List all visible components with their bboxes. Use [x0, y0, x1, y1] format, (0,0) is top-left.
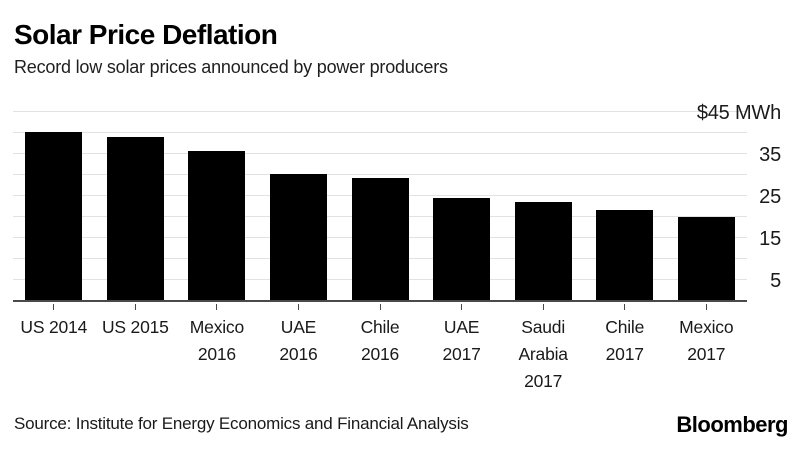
bar — [269, 174, 327, 300]
tick-slot — [258, 304, 340, 310]
bar-slot — [502, 113, 584, 300]
x-axis-label: US 2015 — [101, 317, 169, 337]
gridline — [13, 111, 747, 112]
bar — [433, 198, 491, 300]
x-axis-label: UAE 2017 — [442, 317, 481, 364]
x-axis-label: Chile 2016 — [360, 317, 400, 364]
bloomberg-logo: Bloomberg — [676, 412, 788, 437]
axis-tick — [379, 304, 381, 310]
x-axis-labels: US 2014 US 2015 Mexico 2016 UAE 2016 Chile 2… — [13, 314, 747, 395]
tick-slot — [13, 304, 95, 310]
axis-tick — [53, 304, 55, 310]
x-axis-label: UAE 2016 — [279, 317, 318, 364]
tick-slot — [584, 304, 666, 310]
gridline — [13, 132, 747, 133]
gridline — [13, 174, 747, 175]
bar-slot — [666, 113, 748, 300]
x-axis-ticks — [13, 304, 747, 310]
axis-tick — [134, 304, 136, 310]
y-axis-label: 5 — [770, 270, 781, 292]
y-axis-label: 15 — [759, 228, 781, 250]
bar-slot — [584, 113, 666, 300]
x-axis-label: Saudi Arabia 2017 — [518, 317, 568, 391]
chart-title: Solar Price Deflation — [14, 19, 278, 50]
axis-tick — [624, 304, 626, 310]
bar — [677, 217, 735, 300]
bar — [25, 132, 83, 300]
y-axis-label: 25 — [759, 186, 781, 208]
bar-slot — [421, 113, 503, 300]
bar-slot — [339, 113, 421, 300]
bar — [188, 151, 246, 300]
bar-slot — [176, 113, 258, 300]
x-axis-label: US 2014 — [20, 317, 88, 337]
axis-tick — [461, 304, 463, 310]
bars-layer — [13, 113, 747, 300]
chart-subtitle: Record low solar prices announced by pow… — [14, 57, 448, 77]
bar-slot — [95, 113, 177, 300]
x-axis-label: Mexico 2016 — [189, 317, 245, 364]
axis-tick — [705, 304, 707, 310]
bar — [596, 210, 654, 300]
axis-tick — [216, 304, 218, 310]
tick-slot — [666, 304, 748, 310]
tick-slot — [339, 304, 421, 310]
bar — [106, 137, 164, 300]
tick-slot — [95, 304, 177, 310]
plot-area — [13, 111, 747, 302]
bar — [514, 202, 572, 300]
x-axis-label: Mexico 2017 — [679, 317, 734, 364]
axis-tick — [297, 304, 299, 310]
tick-slot — [421, 304, 503, 310]
tick-slot — [176, 304, 258, 310]
tick-slot — [502, 304, 584, 310]
gridline — [13, 153, 747, 154]
bar — [351, 178, 409, 300]
bar-slot — [13, 113, 95, 300]
y-axis-label: 35 — [759, 144, 781, 166]
x-axis-label: Chile 2017 — [605, 317, 645, 364]
source-note: Source: Institute for Energy Economics a… — [14, 414, 469, 433]
axis-tick — [542, 304, 544, 310]
bar-slot — [258, 113, 340, 300]
y-axis-label: $45 MWh — [696, 102, 781, 124]
